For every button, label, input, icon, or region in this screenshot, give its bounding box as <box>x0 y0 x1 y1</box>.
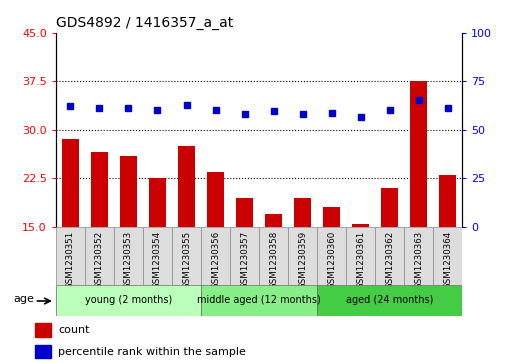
Text: GSM1230357: GSM1230357 <box>240 231 249 289</box>
Text: GSM1230359: GSM1230359 <box>298 231 307 289</box>
Bar <box>352 224 369 324</box>
Bar <box>178 146 195 324</box>
Bar <box>317 285 462 316</box>
Bar <box>56 285 201 316</box>
Bar <box>35 345 51 359</box>
Text: percentile rank within the sample: percentile rank within the sample <box>58 347 246 357</box>
Bar <box>114 227 143 285</box>
Bar <box>61 139 79 324</box>
Bar <box>410 81 427 324</box>
Bar <box>230 227 259 285</box>
Bar <box>288 227 317 285</box>
Text: GDS4892 / 1416357_a_at: GDS4892 / 1416357_a_at <box>56 16 233 30</box>
Text: GSM1230353: GSM1230353 <box>124 231 133 289</box>
Bar <box>172 227 201 285</box>
Bar <box>56 227 85 285</box>
Text: middle aged (12 months): middle aged (12 months) <box>197 295 321 305</box>
Bar <box>294 198 311 324</box>
Text: aged (24 months): aged (24 months) <box>346 295 433 305</box>
Bar <box>120 156 137 324</box>
Text: GSM1230361: GSM1230361 <box>356 231 365 289</box>
Text: GSM1230364: GSM1230364 <box>443 231 452 289</box>
Bar <box>404 227 433 285</box>
Bar <box>346 227 375 285</box>
Bar <box>323 207 340 324</box>
Bar <box>91 152 108 324</box>
Bar <box>201 227 230 285</box>
Text: age: age <box>13 294 34 304</box>
Bar <box>201 285 317 316</box>
Bar <box>381 188 398 324</box>
Text: GSM1230351: GSM1230351 <box>66 231 75 289</box>
Text: young (2 months): young (2 months) <box>85 295 172 305</box>
Bar <box>259 227 288 285</box>
Bar <box>35 323 51 337</box>
Text: GSM1230355: GSM1230355 <box>182 231 191 289</box>
Bar <box>439 175 457 324</box>
Text: GSM1230360: GSM1230360 <box>327 231 336 289</box>
Text: GSM1230358: GSM1230358 <box>269 231 278 289</box>
Text: GSM1230363: GSM1230363 <box>414 231 423 289</box>
Bar <box>433 227 462 285</box>
Bar <box>149 178 166 324</box>
Bar <box>143 227 172 285</box>
Text: GSM1230356: GSM1230356 <box>211 231 220 289</box>
Bar <box>85 227 114 285</box>
Text: count: count <box>58 325 89 335</box>
Text: GSM1230354: GSM1230354 <box>153 231 162 289</box>
Text: GSM1230362: GSM1230362 <box>385 231 394 289</box>
Bar <box>207 172 224 324</box>
Bar <box>375 227 404 285</box>
Bar <box>317 227 346 285</box>
Bar <box>265 214 282 324</box>
Text: GSM1230352: GSM1230352 <box>95 231 104 289</box>
Bar <box>236 198 253 324</box>
